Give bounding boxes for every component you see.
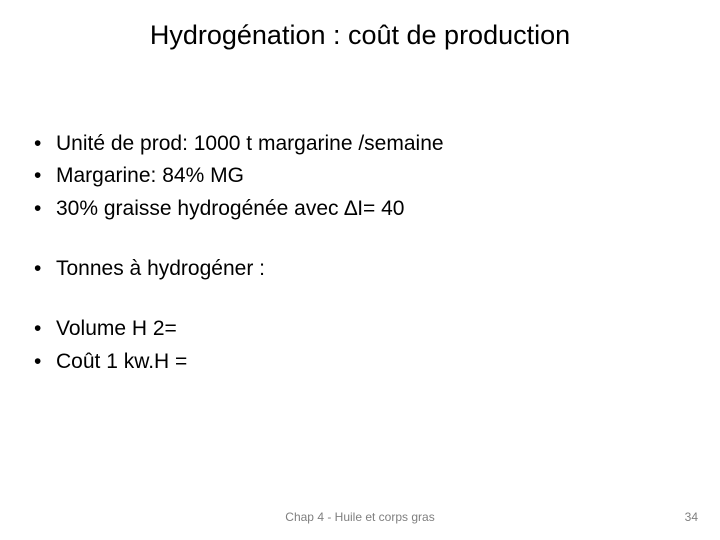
bullet-item: Margarine: 84% MG xyxy=(28,162,688,190)
bullet-group-2: Tonnes à hydrogéner : xyxy=(28,255,688,283)
slide-title: Hydrogénation : coût de production xyxy=(0,20,720,51)
slide-body: Unité de prod: 1000 t margarine /semaine… xyxy=(28,130,688,380)
bullet-item: Unité de prod: 1000 t margarine /semaine xyxy=(28,130,688,158)
bullet-item: 30% graisse hydrogénée avec ∆I= 40 xyxy=(28,195,688,223)
bullet-item: Volume H 2= xyxy=(28,315,688,343)
slide: Hydrogénation : coût de production Unité… xyxy=(0,0,720,540)
bullet-group-1: Unité de prod: 1000 t margarine /semaine… xyxy=(28,130,688,223)
bullet-item: Coût 1 kw.H = xyxy=(28,348,688,376)
page-number: 34 xyxy=(685,510,698,524)
bullet-item: Tonnes à hydrogéner : xyxy=(28,255,688,283)
spacer xyxy=(28,287,688,315)
spacer xyxy=(28,227,688,255)
bullet-group-3: Volume H 2= Coût 1 kw.H = xyxy=(28,315,688,376)
footer-text: Chap 4 - Huile et corps gras xyxy=(0,510,720,524)
